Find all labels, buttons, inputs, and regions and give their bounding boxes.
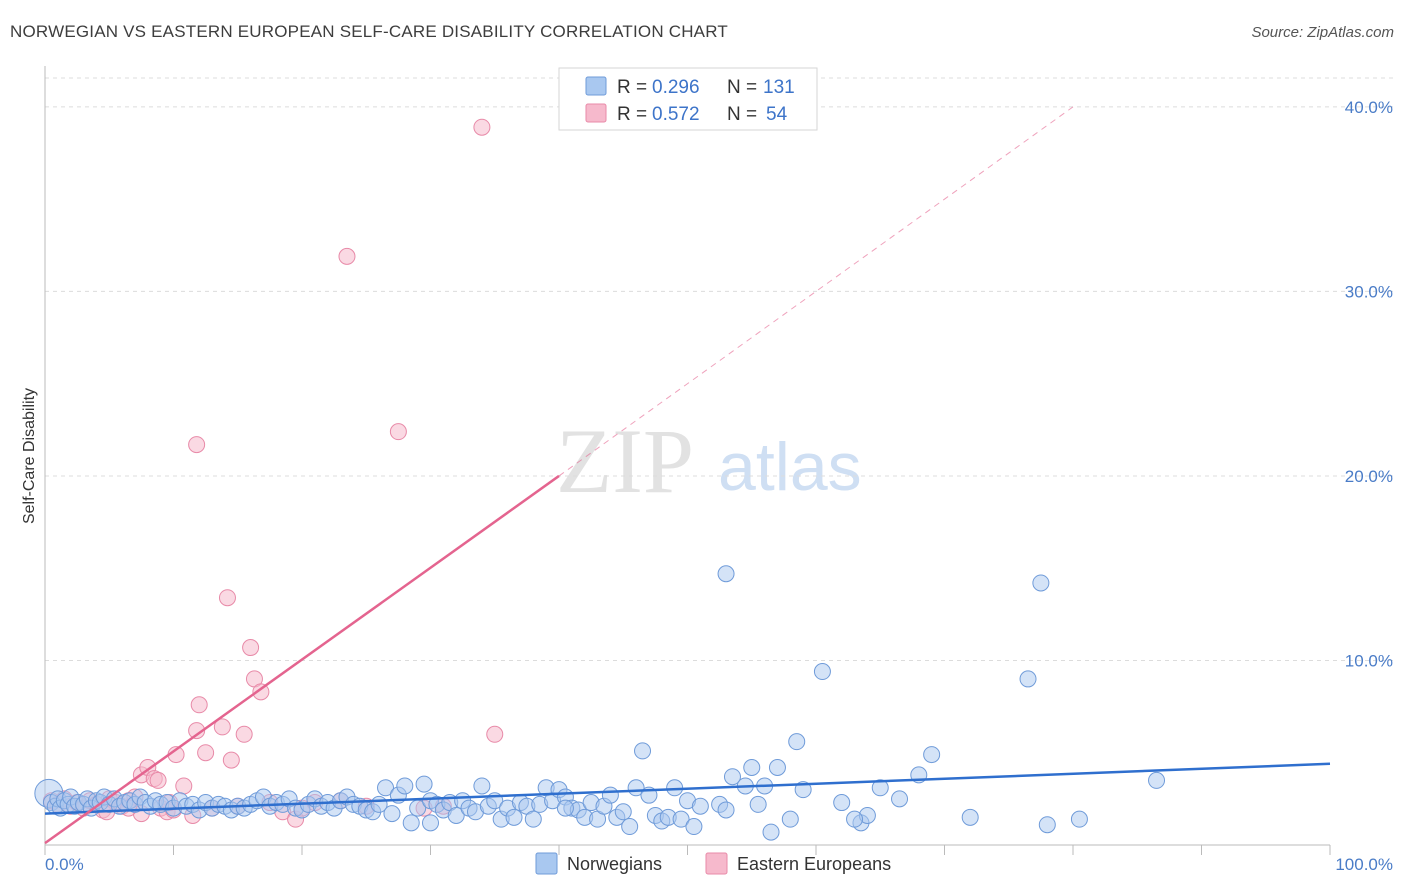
- eastern-europeans-point: [222, 751, 240, 769]
- norwegians-point: [396, 777, 414, 795]
- legend-pink-r-value: 0.572: [652, 104, 700, 125]
- norwegians-point: [672, 810, 690, 828]
- eastern-europeans-point: [190, 696, 208, 714]
- norwegians-point: [788, 733, 806, 751]
- norwegians-point: [447, 806, 465, 824]
- norwegians-point: [691, 797, 709, 815]
- axes: [44, 66, 1331, 855]
- norwegians-point: [1070, 810, 1088, 828]
- legend-pink-r-label: R =: [617, 104, 647, 125]
- bottom-legend-pink-swatch: [705, 852, 728, 875]
- norwegians-point: [768, 759, 786, 776]
- legend-blue-n-label: N =: [727, 77, 757, 98]
- eastern-europeans-point: [252, 683, 270, 701]
- norwegians-point: [961, 808, 979, 826]
- norwegians-point: [891, 790, 909, 808]
- eastern-europeans-point: [149, 771, 167, 789]
- norwegians-trend-line: [44, 762, 1331, 815]
- eastern-europeans-point: [486, 725, 504, 743]
- bottom-legend-blue-swatch: [535, 852, 558, 875]
- norwegians-point: [634, 742, 652, 760]
- norwegians-point: [813, 663, 831, 681]
- norwegians-point: [1148, 771, 1166, 789]
- norwegians-point: [762, 823, 780, 841]
- legend-blue-swatch: [585, 76, 607, 96]
- eastern-europeans-point: [218, 589, 236, 607]
- x-tick-label-max: 100.0%: [1335, 855, 1393, 874]
- norwegians-point: [614, 803, 632, 821]
- eastern-europeans-point: [338, 247, 356, 265]
- norwegians-point: [377, 779, 395, 797]
- legend-blue-n-value: 131: [763, 77, 795, 98]
- norwegians-point: [556, 799, 574, 817]
- y-tick-label: 30.0%: [1345, 282, 1393, 301]
- norwegians-point: [1032, 574, 1050, 592]
- eastern-europeans-point: [235, 725, 253, 743]
- norwegians-point: [524, 810, 542, 828]
- bottom-legend-blue-label: Norwegians: [567, 854, 662, 874]
- norwegians-point: [781, 810, 799, 828]
- eastern-europeans-point: [197, 744, 215, 762]
- chart-title: NORWEGIAN VS EASTERN EUROPEAN SELF-CARE …: [10, 22, 728, 41]
- tick-labels: 10.0% 20.0% 30.0% 40.0% 0.0% 100.0%: [45, 98, 1393, 874]
- norwegians-point: [1019, 670, 1037, 688]
- norwegians-point: [422, 814, 439, 832]
- norwegians-point: [717, 801, 735, 819]
- y-tick-label: 40.0%: [1345, 98, 1393, 117]
- watermark-atlas: atlas: [718, 429, 862, 505]
- norwegians-point: [871, 779, 889, 797]
- bottom-legend-pink-label: Eastern Europeans: [737, 854, 891, 874]
- norwegians-point: [402, 814, 420, 832]
- norwegians-point: [1038, 816, 1056, 834]
- y-tick-label: 10.0%: [1345, 651, 1393, 670]
- bottom-legend: Norwegians Eastern Europeans: [535, 852, 891, 875]
- legend: R = 0.296 N = 131 R = 0.572 N = 54: [558, 67, 818, 131]
- legend-blue-r-label: R =: [617, 77, 647, 98]
- y-tick-label: 20.0%: [1345, 467, 1393, 486]
- norwegians-point: [833, 794, 851, 812]
- trend-lines: [44, 106, 1331, 845]
- eastern-europeans-point: [473, 118, 491, 136]
- norwegians-point: [601, 786, 619, 804]
- legend-pink-n-label: N =: [727, 104, 757, 125]
- eastern-europeans-point: [213, 718, 231, 736]
- norwegians-point: [621, 818, 639, 836]
- norwegians-point: [505, 808, 523, 826]
- norwegians-point: [383, 805, 401, 823]
- norwegians-point: [923, 746, 941, 764]
- source-note: Source: ZipAtlas.com: [1251, 24, 1394, 41]
- norwegians-point: [723, 768, 741, 786]
- norwegians-point: [473, 777, 491, 795]
- eastern-europeans-point: [175, 777, 193, 795]
- eastern-europeans-points: [42, 118, 504, 828]
- eastern-europeans-point: [242, 639, 260, 657]
- norwegians-point: [685, 818, 703, 836]
- legend-blue-r-value: 0.296: [652, 77, 700, 98]
- x-tick-label-min: 0.0%: [45, 855, 84, 874]
- watermark: ZIP atlas: [556, 410, 862, 512]
- norwegians-point: [717, 565, 735, 583]
- y-axis-title: Self-Care Disability: [21, 388, 38, 524]
- eastern-europeans-point: [188, 436, 206, 454]
- norwegians-point: [749, 795, 767, 813]
- watermark-zip: ZIP: [556, 410, 694, 512]
- legend-pink-swatch: [585, 103, 607, 123]
- norwegians-point: [415, 775, 433, 793]
- norwegians-point: [794, 781, 812, 799]
- eastern-europeans-trend-line: [44, 474, 560, 845]
- eastern-europeans-point: [389, 423, 407, 441]
- norwegians-point: [846, 810, 864, 828]
- norwegians-point: [743, 759, 761, 776]
- legend-pink-n-value: 54: [766, 104, 788, 125]
